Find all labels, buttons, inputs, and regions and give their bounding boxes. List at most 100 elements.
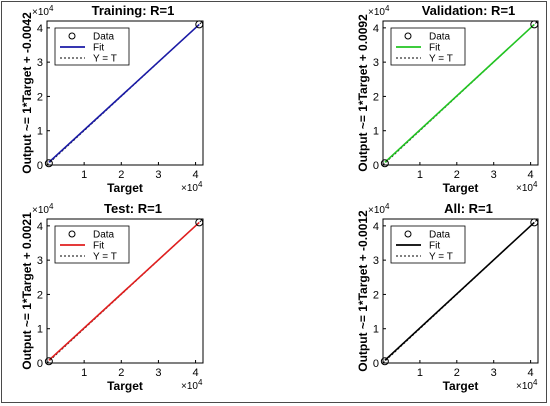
legend-label: Data xyxy=(429,230,451,241)
y-tick-label: 4 xyxy=(373,221,379,233)
y-exponent: ×104 xyxy=(368,202,390,216)
data-point xyxy=(195,218,204,227)
y-exponent: ×104 xyxy=(368,4,390,18)
legend-label: Fit xyxy=(429,43,440,54)
y-exponent-power: 4 xyxy=(385,202,390,211)
x-tick-label: 4 xyxy=(528,169,534,181)
fit-line xyxy=(48,221,200,361)
x-tick-label: 4 xyxy=(193,367,199,379)
y-axis-label: Output ~= 1*Target + -0.0012 xyxy=(356,210,370,372)
x-tick-label: 1 xyxy=(417,169,423,181)
legend-label: Y = T xyxy=(429,252,453,263)
legend-label: Data xyxy=(93,32,115,43)
x-exponent: ×104 xyxy=(181,378,203,392)
y-tick-label: 3 xyxy=(37,57,43,69)
y-tick-label: 0 xyxy=(373,160,379,172)
legend-label: Data xyxy=(93,230,115,241)
plot-title: Test: R=1 xyxy=(104,201,162,216)
x-exponent: ×104 xyxy=(516,378,538,392)
y-tick-label: 3 xyxy=(37,255,43,267)
fit-line xyxy=(384,23,535,163)
x-exponent-power: 4 xyxy=(198,378,203,387)
y-exponent-power: 4 xyxy=(49,4,54,13)
x-tick-label: 4 xyxy=(193,169,199,181)
x-exponent-power: 4 xyxy=(198,180,203,189)
y-exponent-base: ×10 xyxy=(32,7,49,18)
y-tick-label: 4 xyxy=(373,23,379,35)
x-axis-label: Target xyxy=(107,181,143,195)
y-tick-label: 2 xyxy=(37,289,43,301)
y-tick-label: 4 xyxy=(37,23,43,35)
y-exponent-base: ×10 xyxy=(32,205,49,216)
x-tick-label: 1 xyxy=(81,169,87,181)
y-tick-label: 0 xyxy=(37,358,43,370)
legend-label: Fit xyxy=(93,43,104,54)
x-exponent-base: ×10 xyxy=(181,183,198,194)
data-point xyxy=(380,159,389,168)
data-point xyxy=(530,20,539,29)
y-tick-label: 0 xyxy=(37,160,43,172)
y-axis-label: Output ~= 1*Target + -0.0042 xyxy=(20,12,34,174)
legend-label: Y = T xyxy=(429,54,453,65)
y-tick-label: 1 xyxy=(37,126,43,138)
x-exponent: ×104 xyxy=(516,180,538,194)
data-point xyxy=(44,357,53,366)
x-tick-label: 2 xyxy=(454,367,460,379)
y-tick-label: 1 xyxy=(373,126,379,138)
y-exponent-base: ×10 xyxy=(368,205,385,216)
plot-title: Training: R=1 xyxy=(92,3,175,18)
x-tick-label: 1 xyxy=(417,367,423,379)
y-tick-label: 2 xyxy=(37,91,43,103)
x-tick-label: 2 xyxy=(118,367,124,379)
data-point xyxy=(530,218,539,227)
legend-label: Fit xyxy=(429,241,440,252)
y-tick-label: 3 xyxy=(373,57,379,69)
x-tick-label: 4 xyxy=(528,367,534,379)
legend-data-marker xyxy=(68,32,76,40)
x-exponent-base: ×10 xyxy=(516,183,533,194)
legend-data-marker xyxy=(404,230,412,238)
legend-label: Y = T xyxy=(93,54,117,65)
y-exponent-power: 4 xyxy=(49,202,54,211)
x-tick-label: 3 xyxy=(155,169,161,181)
legend-data-marker xyxy=(68,230,76,238)
data-point xyxy=(44,159,53,168)
x-exponent-power: 4 xyxy=(533,180,538,189)
y-tick-label: 3 xyxy=(373,255,379,267)
x-tick-label: 2 xyxy=(118,169,124,181)
y-tick-label: 4 xyxy=(37,221,43,233)
y-tick-label: 0 xyxy=(373,358,379,370)
x-exponent: ×104 xyxy=(181,180,203,194)
x-tick-label: 3 xyxy=(155,367,161,379)
plot-title: Validation: R=1 xyxy=(422,3,516,18)
x-exponent-power: 4 xyxy=(533,378,538,387)
x-axis-label: Target xyxy=(443,181,479,195)
y-axis-label: Output ~= 1*Target + 0.0092 xyxy=(356,14,370,172)
x-axis-label: Target xyxy=(443,379,479,393)
y-exponent: ×104 xyxy=(32,202,54,216)
y-tick-label: 1 xyxy=(373,324,379,336)
y-axis-label: Output ~= 1*Target + 0.0021 xyxy=(20,212,34,370)
x-exponent-base: ×10 xyxy=(516,381,533,392)
x-tick-label: 2 xyxy=(454,169,460,181)
x-axis-label: Target xyxy=(107,379,143,393)
x-exponent-base: ×10 xyxy=(181,381,198,392)
legend-data-marker xyxy=(404,32,412,40)
y-tick-label: 2 xyxy=(373,91,379,103)
data-point xyxy=(380,357,389,366)
plot-title: All: R=1 xyxy=(444,201,493,216)
x-tick-label: 3 xyxy=(491,169,497,181)
y-tick-label: 2 xyxy=(373,289,379,301)
y-exponent-base: ×10 xyxy=(368,7,385,18)
y-exponent-power: 4 xyxy=(385,4,390,13)
fit-line xyxy=(384,221,535,361)
